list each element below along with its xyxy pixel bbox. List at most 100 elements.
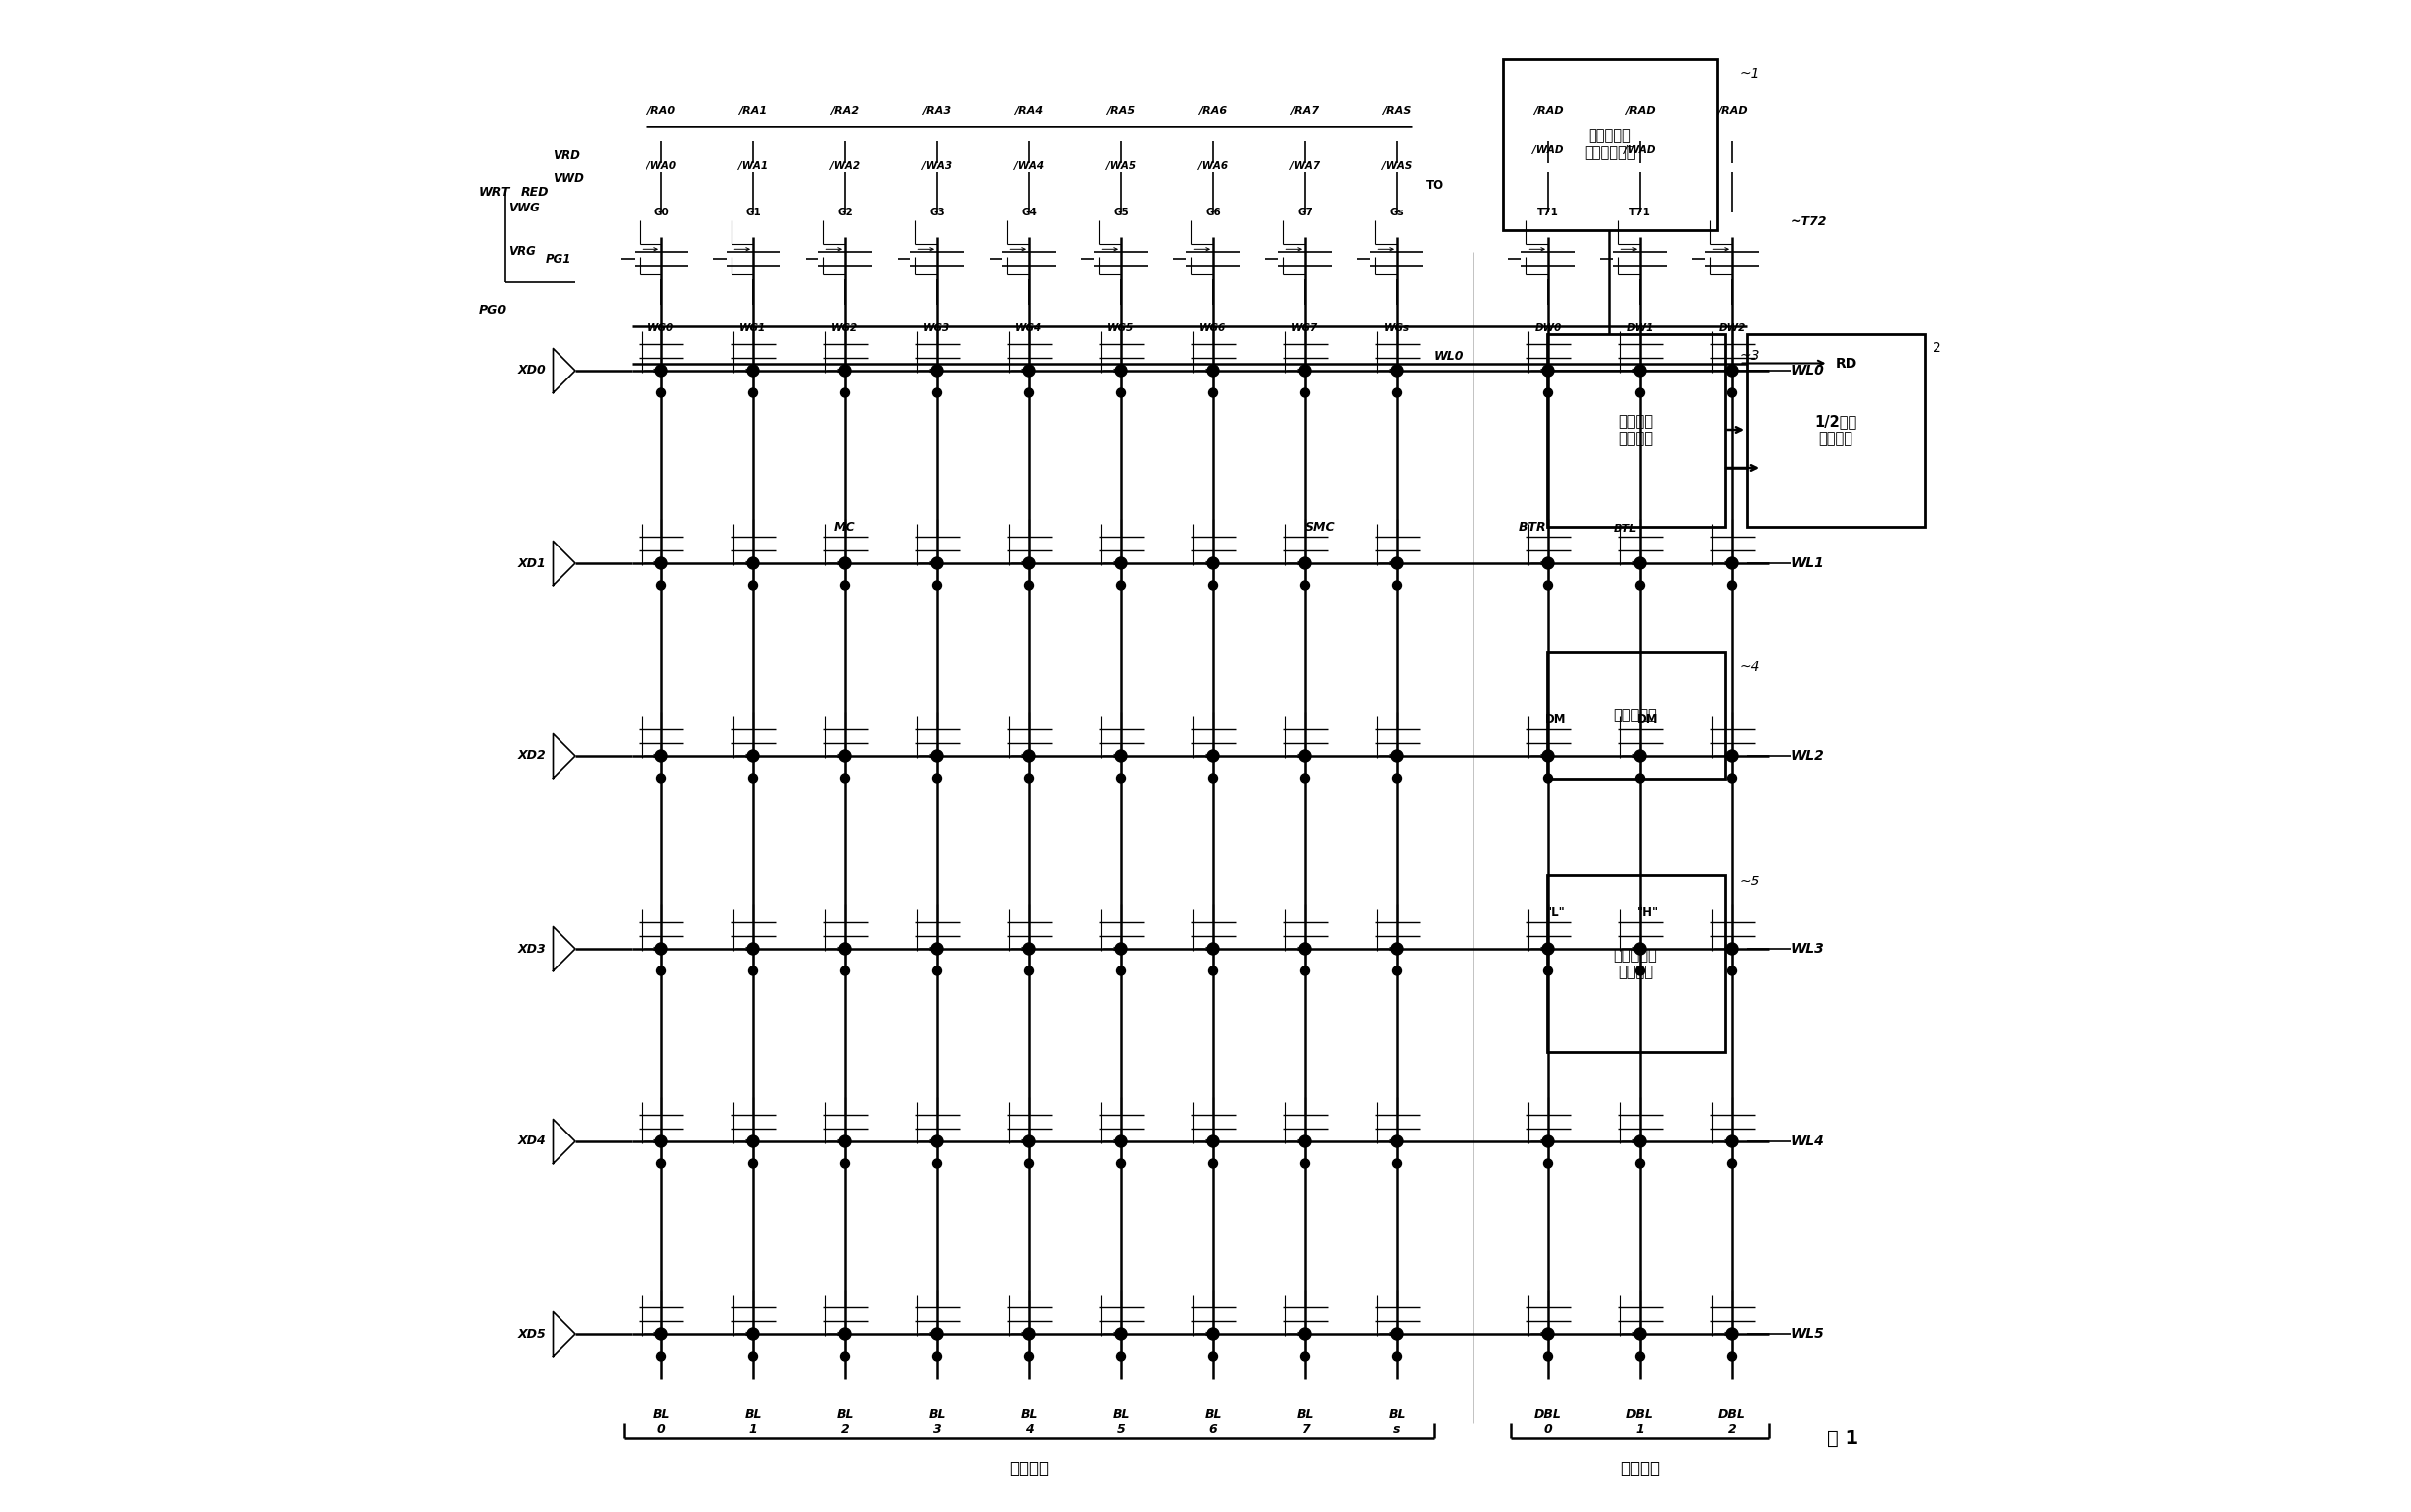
Circle shape: [1391, 1160, 1401, 1169]
Text: RD: RD: [1835, 357, 1859, 370]
Text: "H": "H": [1637, 906, 1659, 919]
Text: /WA1: /WA1: [738, 160, 769, 171]
Circle shape: [750, 774, 757, 783]
Circle shape: [931, 558, 943, 569]
Text: /RAD: /RAD: [1625, 106, 1654, 116]
Circle shape: [1726, 966, 1736, 975]
Text: WG0: WG0: [649, 324, 675, 333]
Text: BL
s: BL s: [1389, 1408, 1406, 1436]
Polygon shape: [552, 1119, 576, 1164]
Text: ~5: ~5: [1738, 875, 1760, 889]
Bar: [1545, 334, 1724, 526]
Circle shape: [1391, 389, 1401, 398]
Circle shape: [1116, 389, 1126, 398]
Text: VWD: VWD: [552, 171, 583, 184]
Circle shape: [1022, 1136, 1034, 1148]
Circle shape: [1391, 943, 1403, 954]
Text: DBL
2: DBL 2: [1719, 1408, 1746, 1436]
Text: /RA3: /RA3: [923, 106, 952, 116]
Circle shape: [841, 389, 849, 398]
Circle shape: [656, 750, 668, 762]
Circle shape: [1543, 1352, 1553, 1361]
Text: G3: G3: [928, 207, 945, 218]
Circle shape: [1300, 774, 1309, 783]
Text: 写电流开关: 写电流开关: [1613, 708, 1656, 723]
Circle shape: [1726, 750, 1738, 762]
Text: XD2: XD2: [518, 750, 545, 762]
Circle shape: [1114, 1136, 1126, 1148]
Text: G7: G7: [1297, 207, 1312, 218]
Circle shape: [841, 966, 849, 975]
Text: 虚设单元: 虚设单元: [1620, 1461, 1659, 1477]
Circle shape: [750, 1352, 757, 1361]
Circle shape: [931, 364, 943, 376]
Circle shape: [1391, 774, 1401, 783]
Circle shape: [656, 943, 668, 954]
Text: 2: 2: [1931, 342, 1941, 355]
Text: WL2: WL2: [1791, 748, 1825, 764]
Text: /WA0: /WA0: [646, 160, 675, 171]
Circle shape: [1726, 774, 1736, 783]
Text: /RA1: /RA1: [738, 106, 767, 116]
Circle shape: [933, 1352, 943, 1361]
Circle shape: [931, 1328, 943, 1340]
Circle shape: [1391, 966, 1401, 975]
Text: WL5: WL5: [1791, 1328, 1825, 1341]
Circle shape: [1726, 581, 1736, 590]
Circle shape: [1543, 1160, 1553, 1169]
Circle shape: [1114, 558, 1126, 569]
Polygon shape: [552, 348, 576, 393]
Circle shape: [839, 943, 851, 954]
Polygon shape: [552, 927, 576, 971]
Polygon shape: [552, 541, 576, 585]
Text: WL0: WL0: [1791, 364, 1825, 378]
Text: WL1: WL1: [1791, 556, 1825, 570]
Circle shape: [839, 558, 851, 569]
Circle shape: [656, 774, 665, 783]
Circle shape: [1208, 1160, 1218, 1169]
Circle shape: [1635, 558, 1647, 569]
Circle shape: [1025, 1352, 1034, 1361]
Circle shape: [1635, 774, 1644, 783]
Text: MC: MC: [834, 520, 856, 534]
Circle shape: [1114, 1328, 1126, 1340]
Circle shape: [1300, 750, 1312, 762]
Circle shape: [1635, 1160, 1644, 1169]
Text: BL
0: BL 0: [653, 1408, 670, 1436]
Text: TO: TO: [1427, 178, 1444, 192]
Circle shape: [750, 389, 757, 398]
Circle shape: [1208, 1352, 1218, 1361]
Circle shape: [1635, 966, 1644, 975]
Circle shape: [1635, 943, 1647, 954]
Text: /RAS: /RAS: [1382, 106, 1410, 116]
Circle shape: [839, 364, 851, 376]
Text: VRD: VRD: [552, 150, 581, 162]
Text: T71: T71: [1630, 207, 1652, 218]
Circle shape: [1391, 581, 1401, 590]
Circle shape: [933, 774, 943, 783]
Text: 虚设单元读
电流供给电路: 虚设单元读 电流供给电路: [1584, 129, 1635, 160]
Circle shape: [1726, 389, 1736, 398]
Circle shape: [1300, 581, 1309, 590]
Circle shape: [1300, 1352, 1309, 1361]
Circle shape: [1543, 389, 1553, 398]
Circle shape: [1726, 1352, 1736, 1361]
Circle shape: [841, 1352, 849, 1361]
Circle shape: [931, 750, 943, 762]
Circle shape: [1208, 389, 1218, 398]
Circle shape: [1391, 1136, 1403, 1148]
Circle shape: [1116, 581, 1126, 590]
Text: /RA2: /RA2: [832, 106, 861, 116]
Circle shape: [656, 364, 668, 376]
Text: "L": "L": [1545, 906, 1565, 919]
Circle shape: [656, 1352, 665, 1361]
Circle shape: [1300, 1136, 1312, 1148]
Circle shape: [1208, 581, 1218, 590]
Circle shape: [1022, 364, 1034, 376]
Text: 1/2电流
发生电路: 1/2电流 发生电路: [1815, 414, 1856, 446]
Text: BL
4: BL 4: [1020, 1408, 1037, 1436]
Circle shape: [1726, 364, 1738, 376]
Circle shape: [656, 1136, 668, 1148]
Polygon shape: [552, 733, 576, 779]
Text: XD4: XD4: [518, 1136, 545, 1148]
